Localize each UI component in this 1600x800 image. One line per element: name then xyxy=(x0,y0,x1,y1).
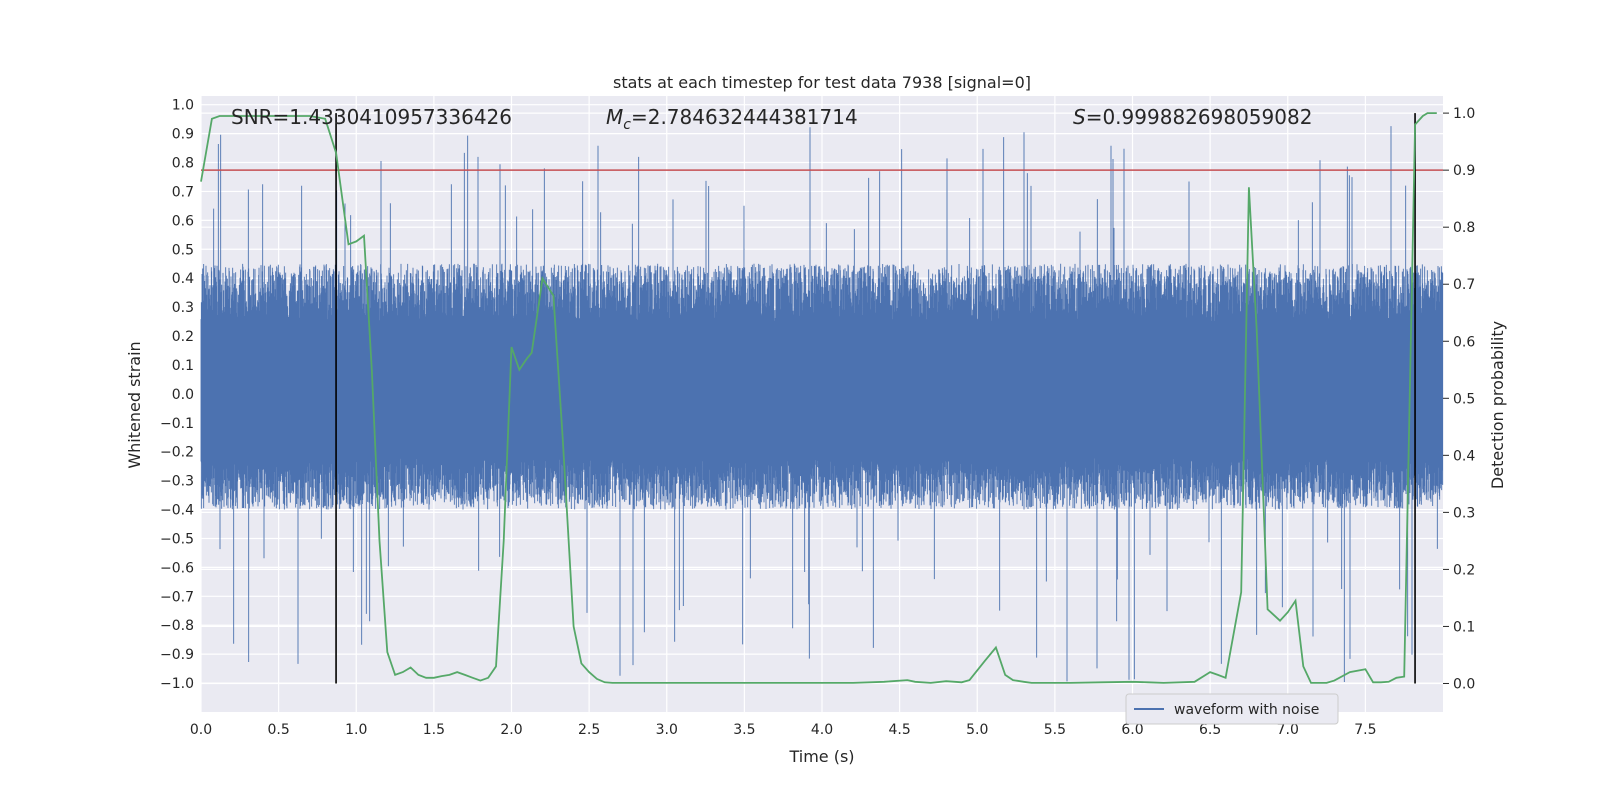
x-axis-label: Time (s) xyxy=(788,747,854,766)
x-tick-label: 6.5 xyxy=(1199,722,1221,738)
x-tick-label: 3.0 xyxy=(656,722,678,738)
x-tick-label: 1.0 xyxy=(345,722,367,738)
waveform-series xyxy=(200,126,1444,682)
x-tick-label: 6.0 xyxy=(1121,722,1143,738)
y-tick-label: 0.6 xyxy=(172,213,194,229)
detection-probability-line xyxy=(200,112,1437,684)
y-tick-label: 1.0 xyxy=(172,98,194,114)
y-right-tick-labels: 1.0 0.9 0.8 0.7 0.6 0.5 0.4 0.3 0.2 0.1 0.0 xyxy=(1443,106,1475,692)
y-tick-label: −0.2 xyxy=(160,445,194,461)
x-tick-label: 0.5 xyxy=(267,722,289,738)
y-tick-label: 0.5 xyxy=(172,242,194,258)
y-tick-label: −0.5 xyxy=(160,531,194,547)
y-tick-label: 0.7 xyxy=(172,184,194,200)
x-tick-labels: 0.0 0.5 1.0 1.5 2.0 2.5 3.0 3.5 4.0 4.5 5.0 5.5 6.0 6… xyxy=(190,722,1377,738)
y-tick-label: 0.8 xyxy=(172,156,194,172)
y-right-tick-label: 0.1 xyxy=(1453,619,1475,635)
x-tick-label: 7.0 xyxy=(1277,722,1299,738)
y-tick-label: 0.2 xyxy=(172,329,194,345)
legend-label-waveform: waveform with noise xyxy=(1174,702,1319,718)
y-right-axis-label: Detection probability xyxy=(1488,321,1507,489)
legend-box xyxy=(1125,693,1339,725)
y-right-tick-label: 0.4 xyxy=(1453,448,1475,464)
x-tick-label: 2.0 xyxy=(500,722,522,738)
y-tick-label: 0.9 xyxy=(172,127,194,143)
x-tick-label: 4.5 xyxy=(888,722,910,738)
y-tick-label: −0.6 xyxy=(160,560,194,576)
y-tick-label: −0.8 xyxy=(160,618,194,634)
y-tick-label: −0.9 xyxy=(160,647,194,663)
y-tick-label: −0.3 xyxy=(160,474,194,490)
snr-annotation: SNR=1.4330410957336426 xyxy=(231,105,512,129)
y-tick-label: 0.0 xyxy=(172,387,194,403)
y-right-tick-label: 0.6 xyxy=(1453,334,1475,350)
x-tick-label: 0.0 xyxy=(190,722,212,738)
y-tick-label: 0.1 xyxy=(172,358,194,374)
y-right-tick-label: 0.5 xyxy=(1453,391,1475,407)
x-tick-label: 5.0 xyxy=(966,722,988,738)
x-tick-label: 3.5 xyxy=(733,722,755,738)
score-annotation: S=0.999882698059082 xyxy=(1073,105,1312,129)
chart-title: stats at each timestep for test data 793… xyxy=(613,73,1031,92)
x-tick-label: 4.0 xyxy=(811,722,833,738)
y-right-tick-label: 0.0 xyxy=(1453,676,1475,692)
y-right-tick-label: 0.8 xyxy=(1453,220,1475,236)
legend: waveform with noise xyxy=(1125,693,1339,725)
x-tick-label: 2.5 xyxy=(578,722,600,738)
y-right-tick-label: 0.7 xyxy=(1453,277,1475,293)
waveform-line xyxy=(200,126,1444,682)
x-tick-label: 1.5 xyxy=(423,722,445,738)
y-right-tick-label: 1.0 xyxy=(1453,106,1475,122)
y-right-tick-label: 0.2 xyxy=(1453,562,1475,578)
y-tick-label: 0.3 xyxy=(172,300,194,316)
y-tick-label: −1.0 xyxy=(160,676,194,692)
y-axis-label: Whitened strain xyxy=(125,341,144,468)
x-tick-label: 5.5 xyxy=(1044,722,1066,738)
y-tick-label: 0.4 xyxy=(172,271,194,287)
y-tick-label: −0.4 xyxy=(160,503,194,519)
overlay-lines xyxy=(200,112,1443,684)
y-tick-labels: 1.0 0.9 0.8 0.7 0.6 0.5 0.4 0.3 0.2 0.1 0.0 −0.1 −0.… xyxy=(160,98,194,692)
chirp-mass-annotation: Mc=2.784632444381714 xyxy=(606,105,858,133)
y-right-tick-label: 0.9 xyxy=(1453,163,1475,179)
y-right-tick-label: 0.3 xyxy=(1453,505,1475,521)
y-tick-label: −0.1 xyxy=(160,416,194,432)
y-tick-label: −0.7 xyxy=(160,589,194,605)
x-tick-label: 7.5 xyxy=(1354,722,1376,738)
